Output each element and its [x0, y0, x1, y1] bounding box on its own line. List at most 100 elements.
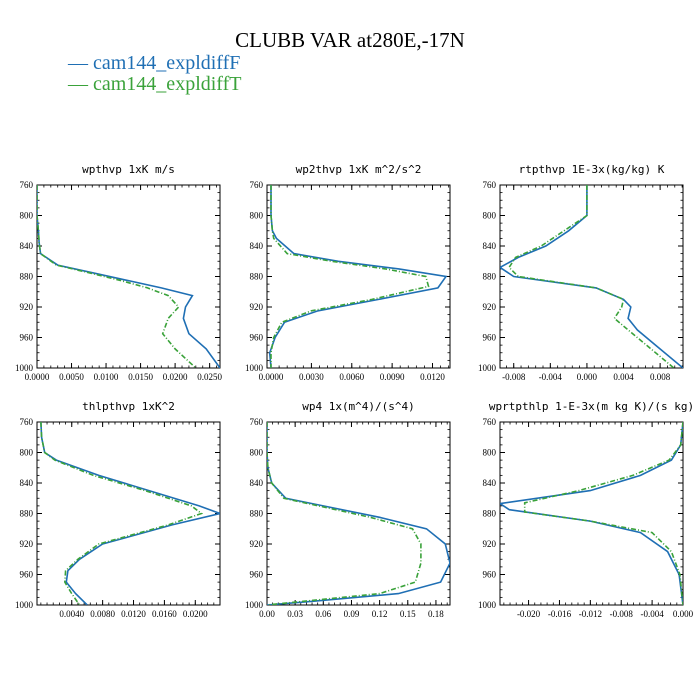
y-tick-label: 840 [20, 478, 34, 488]
plot-title: thlpthvp 1xK^2 [82, 400, 175, 413]
figure-title: CLUBB VAR at280E,-17N [235, 28, 465, 52]
y-tick-label: 800 [250, 448, 264, 458]
y-tick-label: 880 [483, 272, 497, 282]
legend-item-expldiffT: — cam144_expldiffT [68, 73, 242, 95]
y-tick-label: 920 [250, 302, 264, 312]
series-line-cam144_expldiffF [267, 422, 450, 605]
y-tick-label: 840 [250, 241, 264, 251]
y-tick-label: 760 [483, 417, 497, 427]
x-tick-label: 0.06 [315, 609, 331, 619]
x-tick-label: 0.0100 [94, 372, 119, 382]
y-tick-label: 760 [483, 180, 497, 190]
x-tick-label: 0.0080 [90, 609, 115, 619]
x-tick-label: 0.15 [400, 609, 416, 619]
y-tick-label: 800 [483, 211, 497, 221]
x-tick-label: 0.0120 [420, 372, 445, 382]
y-tick-label: 960 [250, 570, 264, 580]
series-line-cam144_expldiffT [270, 185, 430, 368]
plot-title: wpthvp 1xK m/s [82, 163, 175, 176]
y-tick-label: 840 [483, 241, 497, 251]
y-tick-label: 760 [20, 417, 34, 427]
x-tick-label: 0.0050 [59, 372, 84, 382]
x-tick-label: 0.0000 [25, 372, 50, 382]
series-line-cam144_expldiffT [267, 422, 422, 605]
plot-panel-2: wp2thvp 1xK m^2/s^2 760 800 840 880 920 960 100… [245, 163, 451, 382]
y-tick-label: 800 [20, 448, 34, 458]
x-tick-label: 0.0200 [163, 372, 188, 382]
plot-panel-6: wprtpthlp 1-E-3x(m kg K)/(s kg) 760 800 840… [478, 400, 694, 619]
series-line-cam144_expldiffF [268, 185, 448, 368]
y-tick-label: 840 [483, 478, 497, 488]
series-line-cam144_expldiffT [508, 185, 675, 368]
x-tick-label: -0.020 [517, 609, 541, 619]
y-tick-label: 920 [483, 539, 497, 549]
plot-title: rtpthvp 1E-3x(kg/kg) K [519, 163, 665, 176]
plot-title: wp4 1x(m^4)/(s^4) [302, 400, 415, 413]
y-tick-label: 1000 [245, 363, 264, 373]
x-tick-label: 0.0160 [152, 609, 177, 619]
x-tick-label: 0.004 [613, 372, 634, 382]
x-tick-label: 0.000 [673, 609, 694, 619]
x-tick-label: -0.016 [548, 609, 572, 619]
x-tick-label: 0.008 [650, 372, 671, 382]
plot-frame [499, 421, 684, 606]
plot-title: wprtpthlp 1-E-3x(m kg K)/(s kg) [489, 400, 694, 413]
series-line-cam144_expldiffT [37, 185, 197, 368]
series-line-cam144_expldiffF [37, 185, 220, 368]
y-tick-label: 760 [250, 180, 264, 190]
y-tick-label: 1000 [15, 600, 34, 610]
y-tick-label: 760 [250, 417, 264, 427]
y-tick-label: 760 [20, 180, 34, 190]
x-tick-label: -0.004 [640, 609, 664, 619]
x-tick-label: -0.012 [579, 609, 602, 619]
series-line-cam144_expldiffT [40, 422, 204, 605]
y-tick-label: 880 [250, 509, 264, 519]
y-tick-label: 960 [483, 570, 497, 580]
y-tick-label: 800 [483, 448, 497, 458]
x-tick-label: 0.0150 [128, 372, 153, 382]
y-tick-label: 880 [20, 272, 34, 282]
x-tick-label: 0.0250 [197, 372, 222, 382]
x-tick-label: 0.12 [372, 609, 388, 619]
y-tick-label: 960 [20, 570, 34, 580]
x-tick-label: 0.0000 [259, 372, 284, 382]
y-tick-label: 880 [20, 509, 34, 519]
plot-title: wp2thvp 1xK m^2/s^2 [296, 163, 422, 176]
y-tick-label: 920 [250, 539, 264, 549]
legend-item-expldiffF: — cam144_expldiffF [68, 52, 241, 74]
y-tick-label: 880 [250, 272, 264, 282]
plot-panel-5: wp4 1x(m^4)/(s^4)76080084088092096010000… [245, 400, 451, 619]
x-tick-label: 0.09 [344, 609, 360, 619]
y-tick-label: 960 [20, 333, 34, 343]
y-tick-label: 840 [20, 241, 34, 251]
x-tick-label: 0.000 [577, 372, 598, 382]
x-tick-label: 0.0090 [380, 372, 405, 382]
plot-panel-4: thlpthvp 1xK^2 760 800 840 880 920 960 1000 0.00… [15, 400, 221, 619]
y-tick-label: 960 [250, 333, 264, 343]
y-tick-label: 800 [20, 211, 34, 221]
x-tick-label: 0.0030 [299, 372, 324, 382]
x-tick-label: -0.008 [502, 372, 526, 382]
x-tick-label: -0.004 [539, 372, 563, 382]
y-tick-label: 1000 [245, 600, 264, 610]
x-tick-label: 0.18 [428, 609, 444, 619]
x-tick-label: 0.0040 [59, 609, 84, 619]
series-line-cam144_expldiffF [40, 422, 220, 605]
y-tick-label: 1000 [478, 600, 497, 610]
plot-panel-3: rtpthvp 1E-3x(kg/kg) K 760 800 840 880 920 960… [478, 163, 684, 382]
x-tick-label: 0.0200 [183, 609, 208, 619]
plot-frame [499, 184, 684, 369]
y-tick-label: 920 [20, 539, 34, 549]
y-tick-label: 920 [483, 302, 497, 312]
x-tick-label: 0.0120 [121, 609, 146, 619]
series-line-cam144_expldiffT [523, 422, 683, 605]
x-tick-label: 0.03 [287, 609, 303, 619]
series-line-cam144_expldiffF [500, 422, 683, 605]
y-tick-label: 960 [483, 333, 497, 343]
y-tick-label: 800 [250, 211, 264, 221]
x-tick-label: 0.0060 [339, 372, 364, 382]
x-tick-label: 0.00 [259, 609, 275, 619]
y-tick-label: 880 [483, 509, 497, 519]
plot-frame [36, 184, 221, 369]
